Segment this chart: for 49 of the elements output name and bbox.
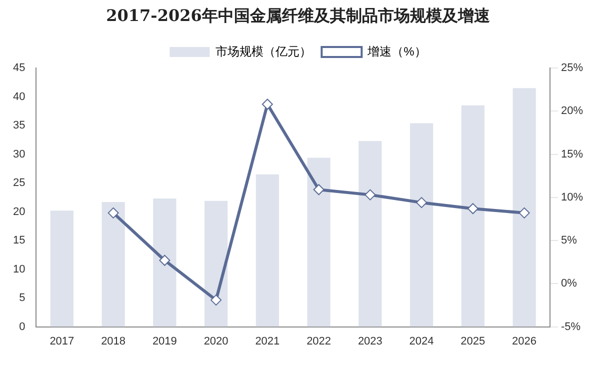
x-tick-label: 2018 <box>101 335 126 348</box>
x-tick-label: 2017 <box>50 335 74 348</box>
bar <box>512 88 536 327</box>
x-tick-label: 2024 <box>409 335 434 348</box>
y2-tick-label: 25% <box>560 62 584 74</box>
y2-tick-label: 20% <box>560 105 584 118</box>
bar <box>102 202 125 327</box>
bar <box>256 174 279 327</box>
point <box>262 98 273 110</box>
point <box>313 184 324 196</box>
point <box>108 207 119 218</box>
x-tick-label: 2021 <box>255 335 280 348</box>
y-tick-label: 20 <box>12 206 26 218</box>
y-tick-label: 15 <box>12 234 26 247</box>
point <box>159 254 170 266</box>
y-tick-label: 30 <box>12 148 26 160</box>
bar <box>307 158 330 327</box>
point <box>467 203 478 214</box>
x-tick-label: 2023 <box>358 335 382 348</box>
x-tick-label: 2020 <box>204 335 228 348</box>
bar <box>204 200 228 327</box>
y2-tick-label: 10% <box>560 191 584 204</box>
y-tick-label: 35 <box>12 120 26 132</box>
legend-label: 市场规模（亿元） <box>216 44 312 58</box>
bar <box>50 210 74 327</box>
x-tick-label: 2025 <box>460 335 486 348</box>
y2-tick-label: 15% <box>560 148 584 160</box>
y2-tick-label: 0% <box>560 278 578 290</box>
point <box>518 207 530 218</box>
bar <box>461 105 484 327</box>
bar <box>410 123 434 327</box>
y-tick-label: 10 <box>12 263 26 276</box>
x-tick-label: 2026 <box>512 335 537 348</box>
y2-tick-label: 5% <box>560 234 578 247</box>
point <box>210 294 222 306</box>
y-tick-label: 0 <box>19 320 26 333</box>
y-tick-label: 5 <box>19 292 26 304</box>
y-tick-label: 25 <box>12 177 26 190</box>
bar <box>153 198 176 327</box>
bar <box>358 141 382 327</box>
legend-label: 增速（%） <box>366 44 426 58</box>
y-tick-label: 40 <box>12 90 26 103</box>
chart-title: 2017-2026年中国金属纤维及其制品市场规模及增速 <box>105 6 491 27</box>
point <box>416 197 428 208</box>
x-tick-label: 2022 <box>306 335 332 348</box>
x-tick-label: 2019 <box>152 335 177 348</box>
y-tick-label: 45 <box>12 62 26 74</box>
y2-tick-label: -5% <box>560 320 581 333</box>
point <box>364 189 376 200</box>
